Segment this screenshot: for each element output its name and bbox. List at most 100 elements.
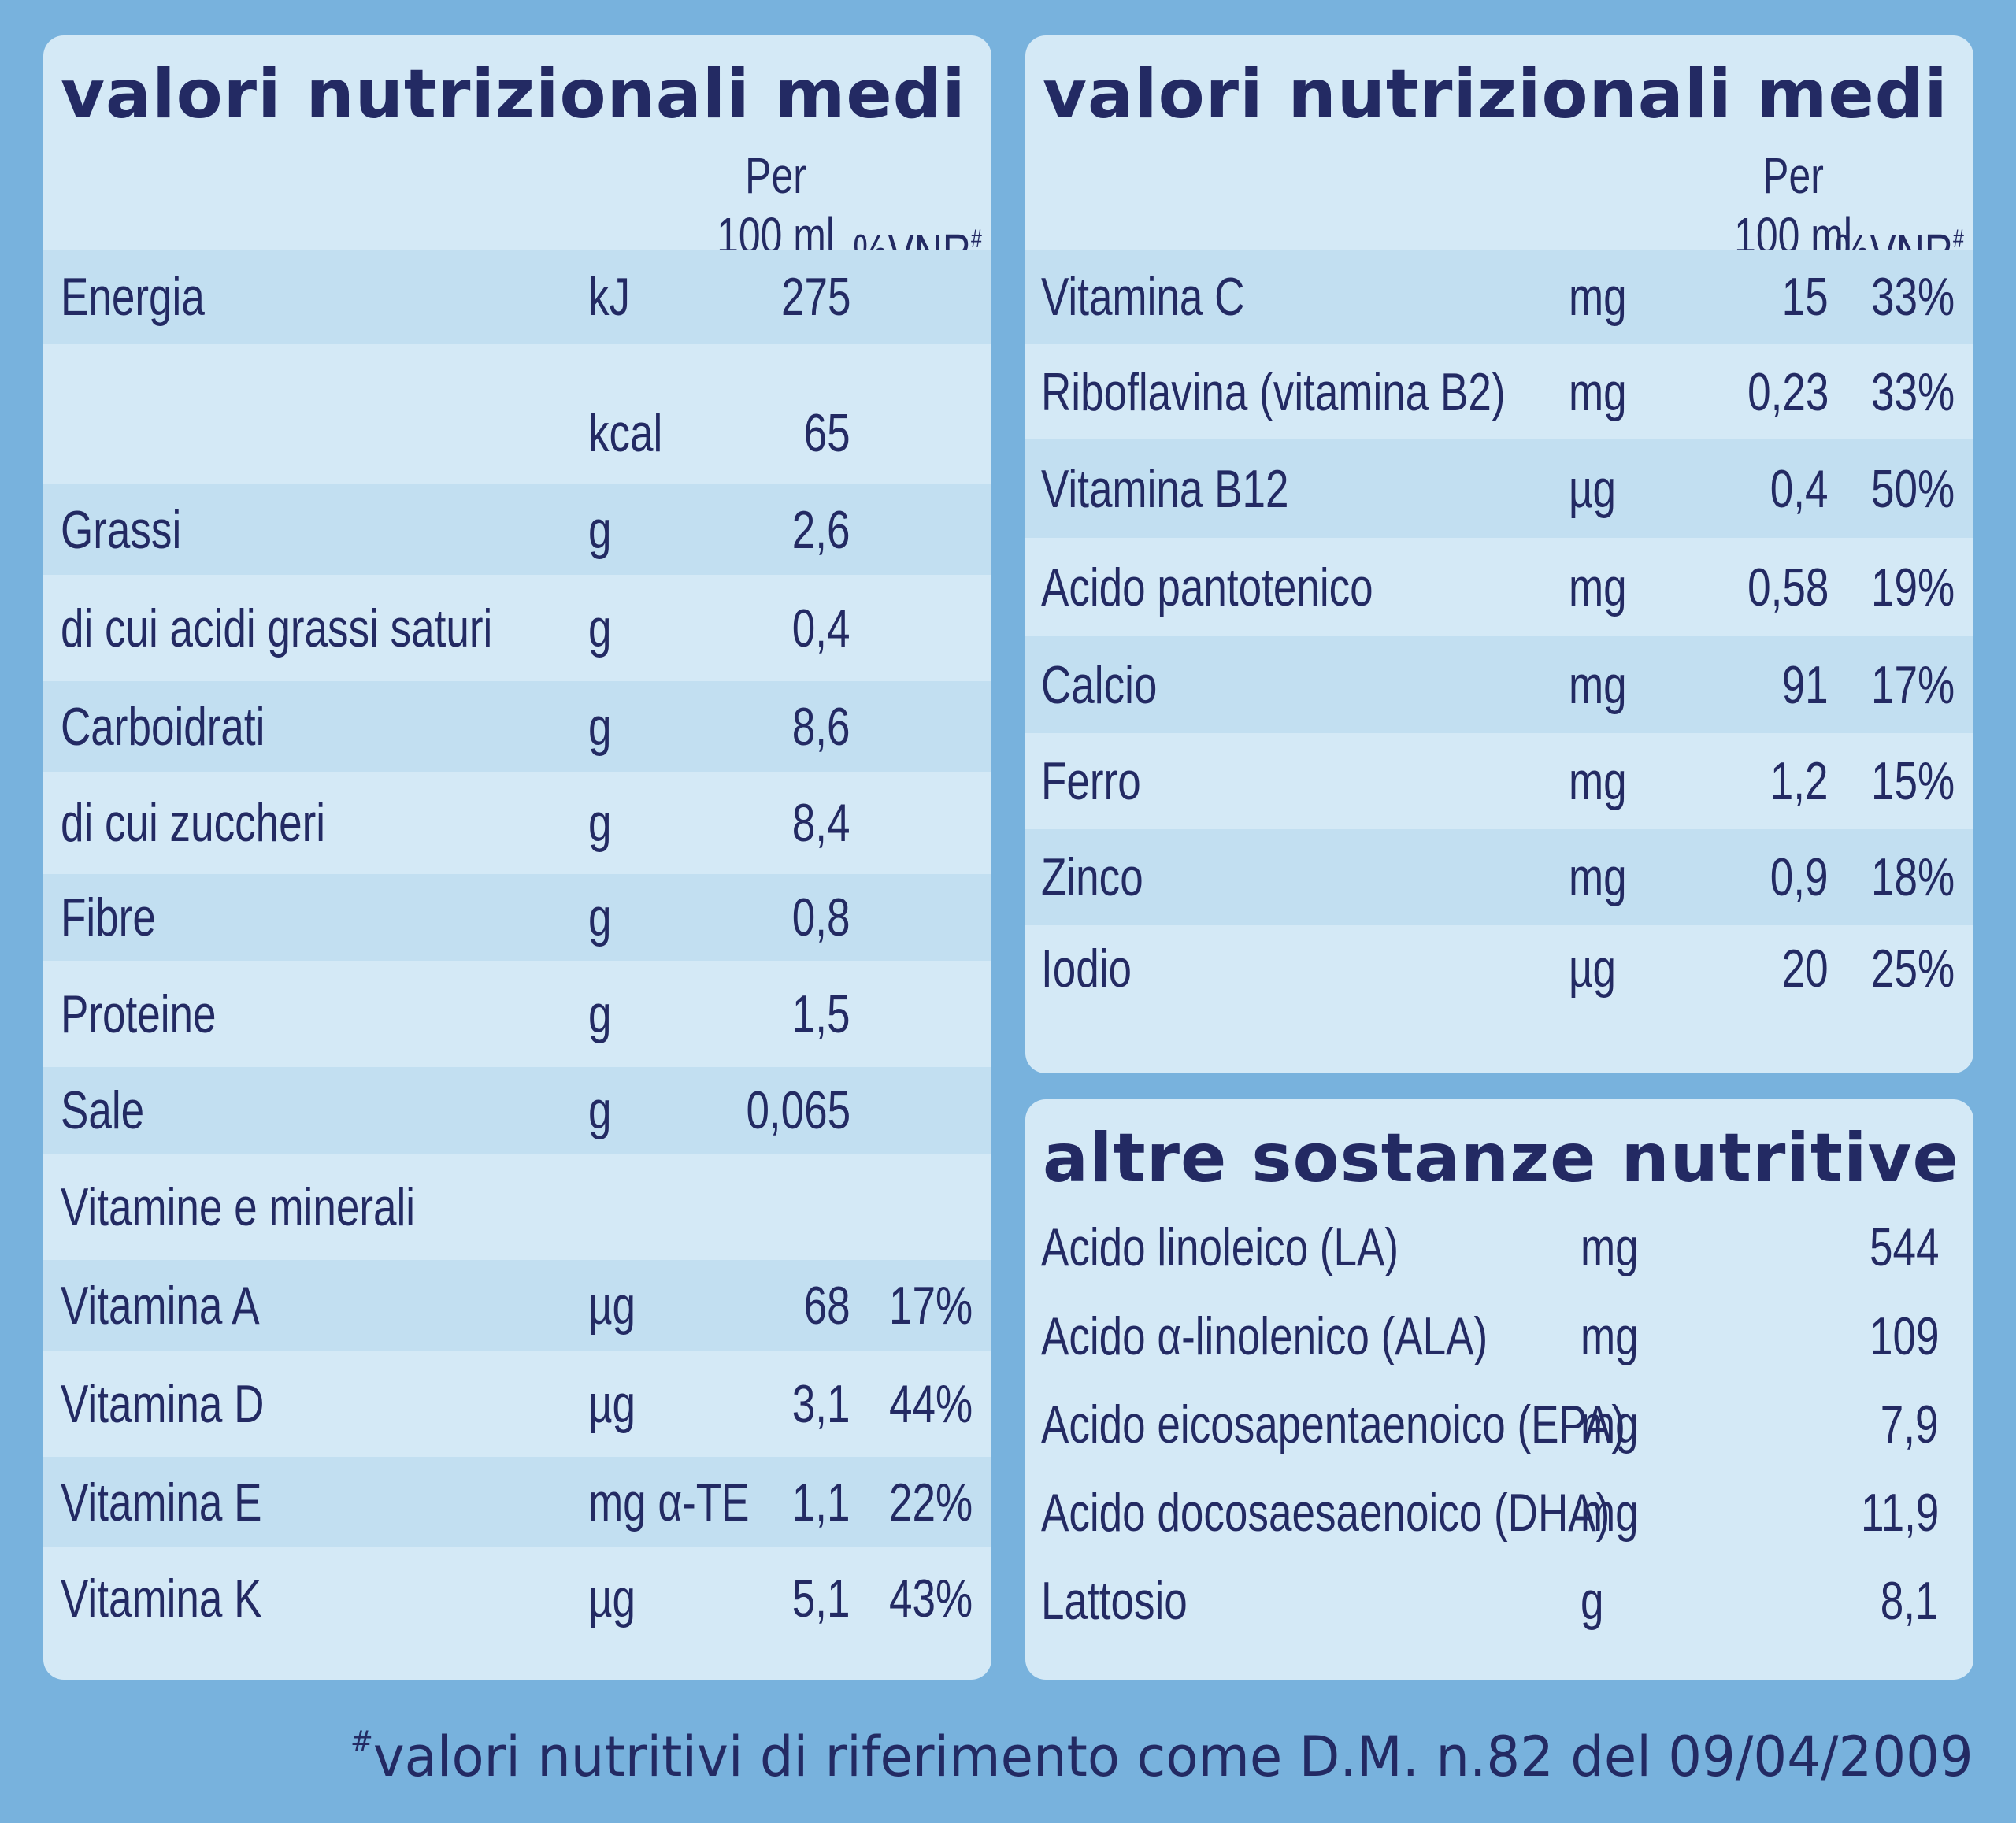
value-per-100ml: 8,4 <box>792 793 850 853</box>
nutrient-name: di cui zuccheri <box>61 793 326 853</box>
unit: mg <box>1581 1306 1639 1366</box>
nutrient-name: Riboflavina (vitamina B2) <box>1041 361 1506 422</box>
value-per-100ml: 91 <box>1782 654 1829 715</box>
table-row: Riboflavina (vitamina B2) mg 0,23 33% <box>1025 344 1973 439</box>
nutrient-name: Acido linoleico (LA) <box>1041 1217 1399 1277</box>
value-per-100ml: 0,23 <box>1747 361 1829 422</box>
vnr-percent <box>854 772 973 874</box>
table-row: Acido pantotenico mg 0,58 19% <box>1025 538 1973 636</box>
unit: mg <box>1581 1217 1639 1277</box>
nutrient-name: Calcio <box>1041 654 1158 715</box>
value: 544 <box>1869 1217 1939 1277</box>
value-per-100ml: 1,5 <box>792 984 850 1044</box>
value: 7,9 <box>1881 1394 1939 1454</box>
nutrient-name: Sale <box>61 1080 145 1140</box>
vnr-percent <box>854 250 973 344</box>
vnr-percent: 17% <box>1870 654 1955 715</box>
value: 11,9 <box>1860 1482 1939 1543</box>
vnr-percent: 44% <box>888 1373 973 1434</box>
value-per-100ml: 0,4 <box>792 598 850 658</box>
unit: mg α-TE <box>588 1472 750 1532</box>
table-row: Vitamina B12 µg 0,4 50% <box>1025 439 1973 538</box>
nutrient-name: Iodio <box>1041 939 1132 999</box>
table-row: di cui acidi grassi saturi g 0,4 <box>43 575 991 681</box>
unit: mg <box>1581 1394 1639 1454</box>
value-per-100ml: 275 <box>780 267 850 327</box>
value-per-100ml: 15 <box>1782 267 1829 327</box>
value-per-100ml: 0,9 <box>1770 847 1829 907</box>
value-per-100ml: 2,6 <box>792 499 850 560</box>
nutrient-name: Vitamina D <box>61 1373 265 1434</box>
unit: g <box>588 499 612 560</box>
unit: µg <box>1569 939 1617 999</box>
table-row: Fibre g 0,8 <box>43 874 991 961</box>
nutrient-name: Acido eicosapentaenoico (EPA) <box>1041 1394 1626 1454</box>
vnr-percent: 22% <box>888 1472 973 1532</box>
panel-heading: valori nutrizionali medi <box>1043 55 1948 134</box>
nutrient-name: Vitamina B12 <box>1041 458 1289 519</box>
unit: mg <box>1581 1482 1639 1543</box>
table-row: Lattosio g 8,1 <box>1025 1559 1973 1642</box>
table-row: Calcio mg 91 17% <box>1025 636 1973 733</box>
vnr-percent <box>854 382 973 484</box>
value: 109 <box>1869 1306 1939 1366</box>
value-per-100ml: 5,1 <box>792 1569 850 1628</box>
vnr-percent <box>854 484 973 575</box>
value: 8,1 <box>1881 1570 1939 1631</box>
unit: g <box>588 793 612 853</box>
unit: mg <box>1569 847 1627 907</box>
footnote: #valori nutritivi di riferimento come D.… <box>350 1725 1974 1789</box>
vnr-percent <box>854 961 973 1067</box>
nutrient-name: Vitamina K <box>61 1569 262 1628</box>
table-row: Vitamina C mg 15 33% <box>1025 250 1973 344</box>
unit: g <box>588 984 612 1044</box>
table-row: di cui zuccheri g 8,4 <box>43 772 991 874</box>
vnr-percent: 19% <box>1870 557 1955 617</box>
value-per-100ml: 20 <box>1782 939 1829 999</box>
value-per-100ml <box>681 1154 850 1260</box>
unit: g <box>588 696 612 757</box>
vnr-percent: 15% <box>1870 751 1955 811</box>
value-per-100ml: 8,6 <box>792 696 850 757</box>
nutrition-table-main: valori nutrizionali medi Per 100 ml %VNR… <box>43 35 991 1680</box>
value-per-100ml: 3,1 <box>792 1373 850 1434</box>
vnr-percent: 33% <box>1870 361 1955 422</box>
value-per-100ml: 65 <box>804 403 850 463</box>
vnr-percent: 50% <box>1870 458 1955 519</box>
nutrient-name: Energia <box>61 267 205 327</box>
other-nutrients-table: altre sostanze nutritive Acido linoleico… <box>1025 1099 1973 1680</box>
unit: mg <box>1569 751 1627 811</box>
unit: g <box>588 887 612 947</box>
table-row: kcal 65 <box>43 382 991 484</box>
table-row: Grassi g 2,6 <box>43 484 991 575</box>
unit: mg <box>1569 361 1627 422</box>
nutrient-name: Vitamina E <box>61 1472 262 1532</box>
table-row: Acido linoleico (LA) mg 544 <box>1025 1206 1973 1288</box>
nutrient-name: Acido α-linolenico (ALA) <box>1041 1306 1488 1366</box>
table-row: Proteine g 1,5 <box>43 961 991 1067</box>
nutrient-name: Fibre <box>61 887 156 947</box>
value-per-100ml: 1,1 <box>792 1472 850 1532</box>
vnr-percent: 18% <box>1870 847 1955 907</box>
vnr-percent <box>854 1154 973 1260</box>
nutrient-name: Proteine <box>61 984 217 1044</box>
table-row: Iodio µg 20 25% <box>1025 925 1973 1012</box>
table-row: Acido α-linolenico (ALA) mg 109 <box>1025 1295 1973 1377</box>
nutrient-name: Vitamina A <box>61 1275 260 1336</box>
nutrient-name: Lattosio <box>1041 1570 1188 1631</box>
unit: kJ <box>588 267 631 327</box>
panel-heading: altre sostanze nutritive <box>1043 1119 1959 1198</box>
unit: µg <box>588 1373 636 1434</box>
value-per-100ml: 1,2 <box>1770 751 1829 811</box>
table-row: Vitamina K µg 5,1 43% <box>43 1547 991 1650</box>
vnr-percent <box>854 681 973 772</box>
vnr-percent: 33% <box>1870 267 1955 327</box>
nutrient-name: Grassi <box>61 499 182 560</box>
unit: µg <box>588 1275 636 1336</box>
table-row: Vitamina A µg 68 17% <box>43 1260 991 1351</box>
nutrient-name: Acido pantotenico <box>1041 557 1373 617</box>
nutrient-name: Acido docosaesaenoico (DHA) <box>1041 1482 1610 1543</box>
nutrient-name: Carboidrati <box>61 696 265 757</box>
nutrient-name: Zinco <box>1041 847 1143 907</box>
vnr-percent <box>854 575 973 681</box>
